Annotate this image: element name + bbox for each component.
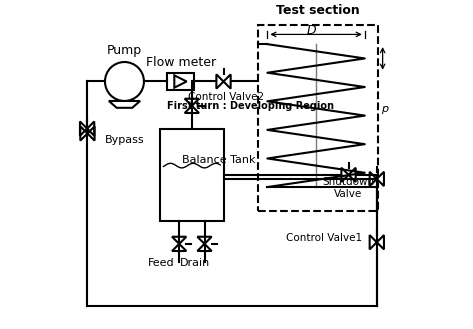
Text: Pump: Pump: [107, 44, 142, 57]
Text: Control Valve2: Control Valve2: [188, 92, 264, 102]
Text: Control Valve1: Control Valve1: [286, 233, 362, 243]
Text: Bypass: Bypass: [105, 135, 144, 145]
Text: Test section: Test section: [276, 4, 359, 16]
Text: Flow meter: Flow meter: [146, 56, 216, 68]
Bar: [166, 73, 194, 89]
Text: Drain: Drain: [180, 258, 210, 267]
Text: D: D: [307, 24, 316, 37]
Text: p: p: [381, 104, 388, 114]
Text: First turn : Developing Region: First turn : Developing Region: [166, 101, 333, 111]
Text: Balance Tank: Balance Tank: [182, 155, 256, 164]
Bar: [258, 25, 378, 212]
Text: Shutdown
Valve: Shutdown Valve: [323, 177, 375, 199]
Bar: [160, 129, 224, 221]
Text: Feed: Feed: [148, 258, 175, 267]
